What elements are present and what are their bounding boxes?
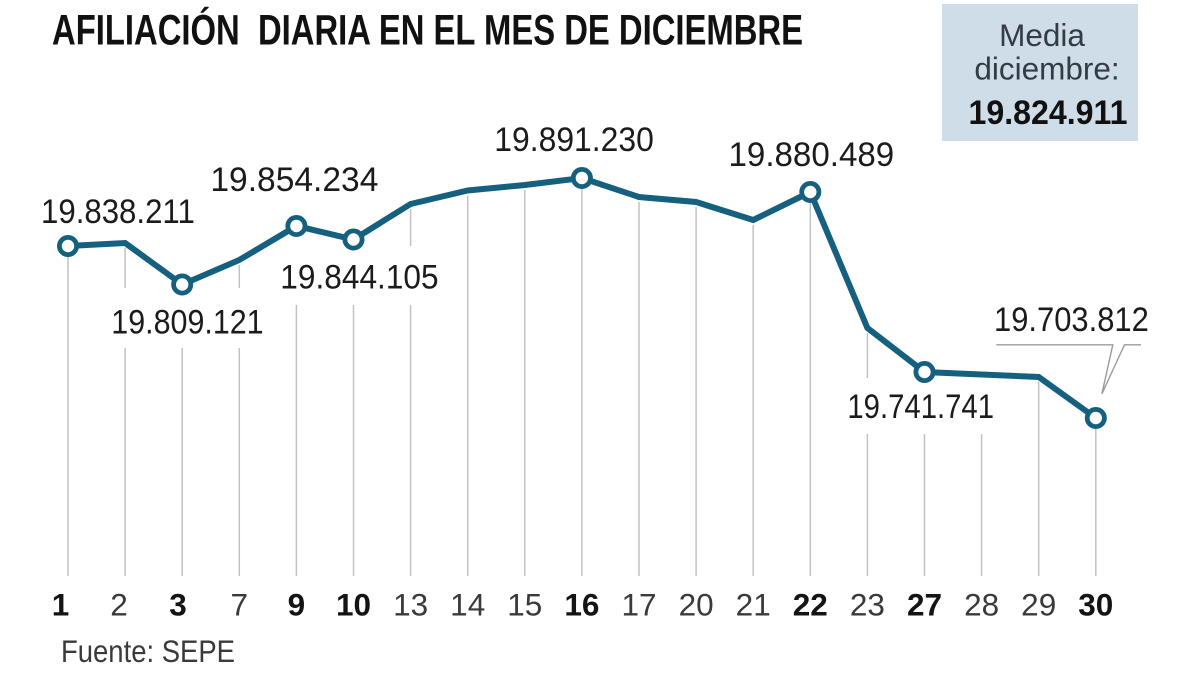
svg-text:16: 16 (564, 587, 599, 623)
svg-text:19.741.741: 19.741.741 (847, 388, 994, 426)
svg-text:20: 20 (679, 587, 714, 623)
svg-text:28: 28 (964, 587, 999, 623)
svg-text:19.838.211: 19.838.211 (41, 193, 195, 231)
svg-text:diciembre:: diciembre: (974, 51, 1119, 87)
svg-text:2: 2 (110, 587, 128, 623)
svg-text:15: 15 (507, 587, 542, 623)
svg-text:22: 22 (793, 587, 828, 623)
svg-text:17: 17 (621, 587, 656, 623)
svg-text:19.809.121: 19.809.121 (111, 303, 263, 341)
svg-text:AFILIACIÓN DIARIA EN EL MES D: AFILIACIÓN DIARIA EN EL MES DE DICIEMBRE (52, 6, 803, 55)
svg-text:29: 29 (1021, 587, 1056, 623)
svg-text:19.844.105: 19.844.105 (280, 259, 438, 297)
svg-text:14: 14 (450, 587, 485, 623)
svg-text:27: 27 (907, 587, 942, 623)
svg-text:30: 30 (1078, 587, 1113, 623)
svg-text:Media: Media (999, 17, 1085, 53)
svg-text:1: 1 (52, 587, 70, 623)
svg-text:19.880.489: 19.880.489 (729, 136, 895, 174)
svg-text:19.854.234: 19.854.234 (210, 161, 378, 199)
svg-text:21: 21 (736, 587, 771, 623)
svg-text:13: 13 (393, 587, 428, 623)
svg-text:3: 3 (169, 587, 187, 623)
svg-text:9: 9 (288, 587, 306, 623)
svg-text:19.703.812: 19.703.812 (994, 301, 1149, 339)
svg-text:10: 10 (336, 587, 371, 623)
svg-text:19.824.911: 19.824.911 (969, 94, 1128, 132)
svg-text:7: 7 (231, 587, 249, 623)
svg-text:19.891.230: 19.891.230 (494, 121, 654, 159)
svg-text:23: 23 (850, 587, 885, 623)
svg-text:Fuente: SEPE: Fuente: SEPE (61, 633, 235, 669)
